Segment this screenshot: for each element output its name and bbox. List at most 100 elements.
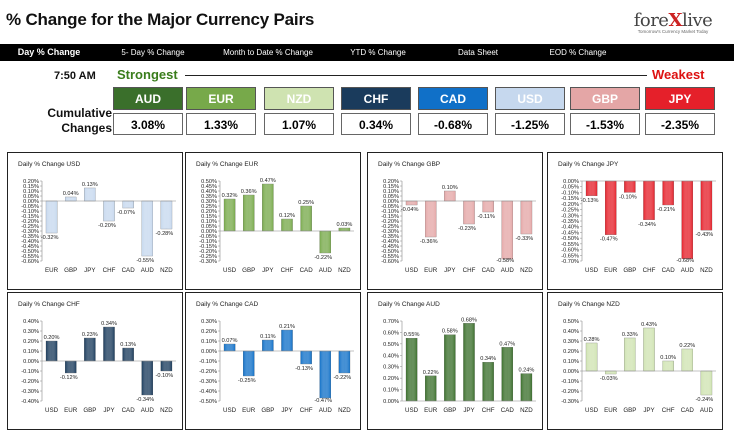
data-label: -0.23% (458, 226, 476, 232)
bar-highlight (463, 323, 475, 401)
data-label: -0.33% (516, 236, 534, 242)
bar-chart: Daily % Change JPY0.00%-0.05%-0.10%-0.15… (558, 161, 716, 274)
bar-highlight (224, 199, 236, 231)
y-tick-label: -0.10% (21, 369, 39, 375)
y-tick-label: -0.10% (561, 190, 579, 196)
data-label: -0.47% (600, 237, 618, 243)
currency-tile-jpy: JPY (645, 87, 715, 110)
category-label: GBP (443, 407, 456, 414)
category-label: NZD (338, 267, 351, 274)
chart-title: Daily % Change JPY (558, 161, 619, 168)
bar-highlight (643, 181, 655, 220)
bar-highlight (425, 375, 437, 401)
y-tick-label: 0.00% (201, 349, 217, 355)
data-label: 0.43% (641, 322, 657, 328)
y-tick-label: -0.30% (381, 229, 399, 235)
data-label: -0.22% (334, 375, 352, 381)
y-tick-label: 0.20% (383, 179, 399, 185)
tab-month-to-date-change[interactable]: Month to Date % Change (223, 48, 313, 57)
tab-data-sheet[interactable]: Data Sheet (457, 48, 499, 57)
data-label: 0.32% (222, 193, 238, 199)
strongest-label: Strongest (117, 67, 178, 82)
y-tick-label: -0.50% (561, 236, 579, 242)
y-tick-label: -0.55% (381, 254, 399, 260)
category-label: AUD (319, 407, 333, 414)
category-label: CHF (643, 267, 656, 274)
category-label: USD (585, 407, 599, 414)
bar-chart: Daily % Change NZD 0.50% 0.40% 0.30% 0.20% 0.… (558, 301, 716, 414)
y-tick-label: -0.30% (199, 259, 217, 265)
y-tick-label: -0.30% (199, 379, 217, 385)
y-tick-label: 0.30% (201, 319, 217, 325)
y-tick-label: -0.40% (561, 225, 579, 231)
category-label: CAD (501, 407, 515, 414)
chart-title: Daily % Change NZD (558, 301, 620, 308)
y-tick-label: 0.05% (383, 194, 399, 200)
y-tick-label: 0.60% (383, 330, 399, 336)
bar-highlight (84, 188, 96, 201)
bar-highlight (319, 231, 331, 253)
y-tick-label: 0.40% (201, 189, 217, 195)
category-label: NZD (160, 267, 173, 274)
y-tick-label: -0.20% (561, 202, 579, 208)
data-label: 0.55% (404, 332, 420, 338)
y-tick-label: -0.15% (21, 214, 39, 220)
data-label: 0.36% (241, 189, 257, 195)
y-tick-label: -0.30% (21, 229, 39, 235)
category-label: GBP (83, 407, 96, 414)
bar-highlight (643, 328, 655, 371)
logo-tagline: Tomorrow's Currency Market Today (637, 29, 709, 34)
data-label: -0.20% (98, 223, 116, 229)
y-tick-label: 0.00% (23, 359, 39, 365)
tab-eod-change[interactable]: EOD % Change (549, 48, 607, 57)
tab-ytd-change[interactable]: YTD % Change (350, 48, 406, 57)
category-label: GBP (623, 267, 636, 274)
chart-title: Daily % Change USD (18, 161, 80, 168)
category-label: AUD (681, 267, 695, 274)
data-label: 0.25% (298, 200, 314, 206)
data-label: -0.25% (238, 378, 256, 384)
category-label: EUR (424, 407, 438, 414)
tab-5-day-change[interactable]: 5- Day % Change (121, 48, 185, 57)
y-tick-label: 0.05% (23, 194, 39, 200)
category-label: EUR (45, 267, 59, 274)
bar-highlight (319, 351, 331, 398)
y-tick-label: 0.00% (383, 399, 399, 405)
y-tick-label: 0.00% (563, 179, 579, 185)
y-tick-label: 0.15% (383, 184, 399, 190)
bar-highlight (46, 201, 58, 233)
y-tick-label: 0.70% (383, 319, 399, 325)
currency-tile-chf: CHF (341, 87, 411, 110)
y-tick-label: 0.30% (23, 329, 39, 335)
forexlive-logo[interactable]: foreXlive Tomorrow's Currency Market Tod… (628, 10, 718, 34)
y-tick-label: -0.05% (561, 185, 579, 191)
data-label: 0.58% (442, 329, 458, 335)
currency-value-eur: 1.33% (186, 113, 256, 135)
data-label: 0.22% (423, 370, 439, 376)
y-tick-label: 0.20% (23, 339, 39, 345)
header: % Change for the Major Currency Pairs fo… (0, 0, 734, 44)
category-label: GBP (261, 407, 274, 414)
y-tick-label: -0.60% (21, 259, 39, 265)
category-label: USD (585, 267, 599, 274)
bar-highlight (605, 181, 617, 235)
category-label: AUD (700, 407, 714, 414)
y-tick-label: -0.05% (381, 204, 399, 210)
chart-panel-6: Daily % Change CAD 0.30% 0.20% 0.10% 0.00% -0… (185, 292, 361, 430)
data-label: -0.07% (117, 210, 135, 216)
tab-day-change[interactable]: Day % Change (17, 47, 81, 57)
bar-highlight (463, 201, 475, 224)
currency-tile-gbp: GBP (570, 87, 640, 110)
data-label: -0.11% (477, 214, 494, 220)
y-tick-label: -0.45% (561, 230, 579, 236)
y-tick-label: 0.20% (383, 376, 399, 382)
data-label: -0.68% (676, 258, 694, 264)
category-label: NZD (520, 267, 533, 274)
data-label: 0.23% (82, 332, 98, 338)
data-label: -0.22% (314, 255, 332, 261)
bar-highlight (662, 361, 674, 371)
bar-highlight (338, 351, 350, 373)
bar-highlight (586, 343, 598, 371)
bar-highlight (46, 341, 58, 361)
category-label: GBP (64, 267, 77, 274)
